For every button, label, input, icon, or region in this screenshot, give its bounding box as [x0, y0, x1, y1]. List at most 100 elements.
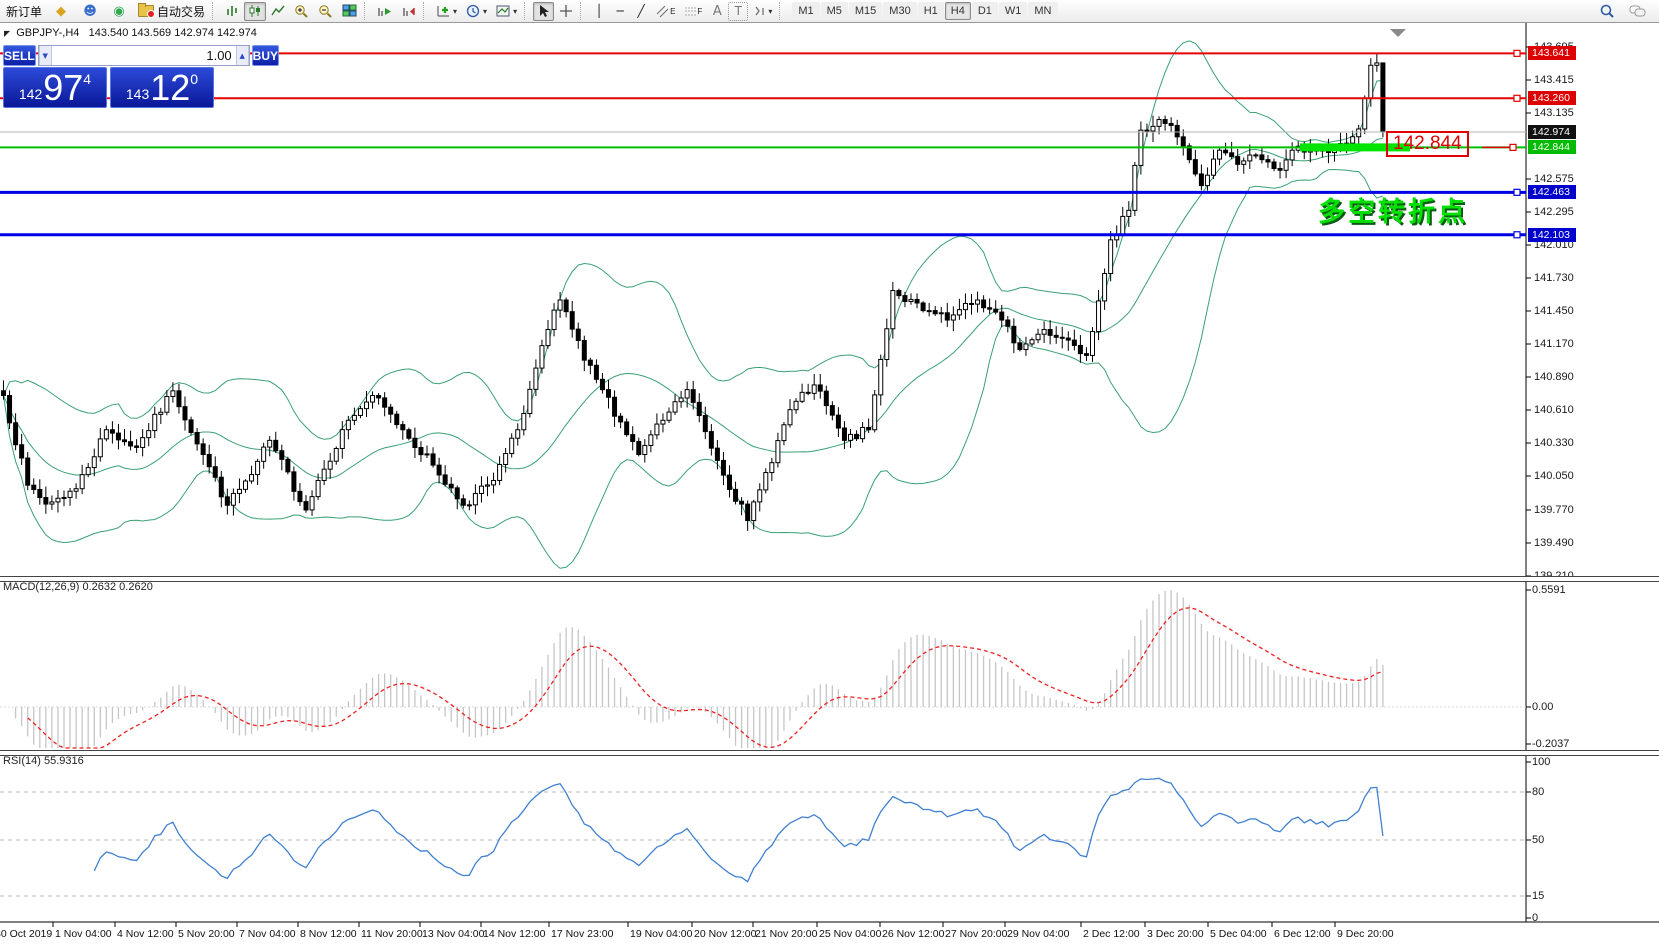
buy-price-button[interactable]: 143 12 0	[110, 67, 214, 108]
rsi-panel-divider[interactable]	[0, 750, 1659, 756]
text-tool-button[interactable]: A	[707, 2, 727, 21]
timeframe-m1-button[interactable]: M1	[792, 2, 820, 20]
terminal-icon[interactable]: ☻	[83, 3, 97, 19]
macd-values: 0.2632 0.2620	[82, 581, 153, 593]
rsi-name: RSI(14)	[3, 755, 41, 767]
timeframe-h4-button[interactable]: H4	[944, 2, 971, 20]
volume-decrease-button[interactable]: ▼	[38, 46, 52, 65]
time-axis-label: 25 Nov 04:00	[819, 928, 882, 940]
cursor-tool-button[interactable]	[533, 1, 555, 21]
macd-panel-divider[interactable]	[0, 576, 1659, 582]
buy-button[interactable]: BUY	[251, 45, 280, 66]
bar-chart-button[interactable]	[221, 2, 243, 21]
time-axis-label: 4 Nov 12:00	[117, 928, 174, 940]
sell-price-button[interactable]: 142 97 4	[3, 67, 107, 108]
price-tick-label: 141.450	[1534, 305, 1574, 317]
buy-price-digits: 12	[150, 67, 191, 108]
time-axis-label: 5 Nov 20:00	[178, 928, 235, 940]
trade-panel-top-row: SELL ▼ ▲ BUY	[3, 45, 280, 66]
rsi-tick-label: 0	[1532, 912, 1539, 924]
time-axis-label: 17 Nov 23:00	[551, 928, 614, 940]
main-chart-plot	[1, 40, 1386, 569]
macd-tick-label: -0.2037	[1532, 738, 1570, 750]
trendline-tool-button[interactable]: ╱	[631, 2, 651, 21]
time-axis-label: 30 Oct 2019	[0, 928, 53, 940]
sell-price-point: 4	[83, 71, 92, 87]
sell-price-digits: 97	[43, 67, 84, 108]
timeframe-m5-button[interactable]: M5	[820, 2, 848, 20]
price-tick-label: 140.610	[1534, 404, 1574, 416]
price-flag-label[interactable]: 142.844	[1386, 131, 1469, 157]
volume-input[interactable]	[51, 46, 236, 65]
autotrading-button[interactable]: 自动交易	[134, 2, 209, 21]
dropdown-arrow-icon: ▾	[513, 6, 518, 16]
horizontal-line-tool-button[interactable]: ─	[610, 2, 630, 21]
zoom-in-button[interactable]	[290, 2, 313, 21]
timeframe-mn-button[interactable]: MN	[1028, 2, 1058, 20]
candlestick-chart-button[interactable]	[244, 1, 267, 21]
turning-point-annotation[interactable]: 多空转折点	[1318, 197, 1468, 227]
macd-tick-label: 0.5591	[1532, 584, 1566, 596]
arrow-object	[1390, 29, 1406, 37]
periods-button[interactable]: ▾	[462, 2, 491, 21]
channel-tool-button[interactable]: E	[652, 2, 679, 21]
template-icon	[496, 5, 510, 17]
shapes-icon	[755, 6, 764, 15]
zoom-in-icon	[295, 4, 308, 18]
dropdown-arrow-icon: ▾	[768, 6, 773, 16]
rsi-tick-label: 15	[1532, 890, 1545, 902]
volume-increase-button[interactable]: ▲	[235, 46, 249, 65]
timeframe-m30-button[interactable]: M30	[883, 2, 917, 20]
timeframe-m15-button[interactable]: M15	[848, 2, 883, 20]
zoom-out-button[interactable]	[314, 2, 337, 21]
crosshair-tool-button[interactable]	[555, 2, 577, 21]
dropdown-arrow-icon: ▾	[483, 6, 488, 16]
symbol-info-line: ◤ GBPJPY-,H4 143.540 143.569 142.974 142…	[4, 27, 257, 39]
toolbar-right-group	[1595, 2, 1651, 21]
symbol-marker-icon: ◤	[4, 29, 11, 38]
chart-shift-icon	[403, 8, 415, 16]
toolbar-separator	[212, 2, 218, 20]
tile-windows-icon	[342, 4, 357, 17]
add-indicator-icon	[437, 6, 450, 17]
signals-icon[interactable]: ◉	[113, 3, 125, 19]
price-tick-label: 141.170	[1534, 338, 1574, 350]
time-axis-label: 27 Nov 20:00	[945, 928, 1008, 940]
auto-scroll-button[interactable]	[373, 2, 396, 21]
fibonacci-letter: F	[697, 6, 703, 16]
dropdown-arrow-icon: ▾	[453, 6, 458, 16]
shapes-tool-button[interactable]: ▾	[749, 2, 776, 21]
rsi-tick-label: 80	[1532, 786, 1545, 798]
time-axis-label: 26 Nov 12:00	[882, 928, 945, 940]
chat-button[interactable]	[1625, 2, 1651, 21]
fibonacci-tool-button[interactable]: F	[680, 2, 706, 21]
price-tick-label: 142.575	[1534, 173, 1574, 185]
price-axis-badge: 143.641	[1528, 46, 1576, 60]
line-chart-button[interactable]	[267, 2, 289, 21]
macd-name: MACD(12,26,9)	[3, 581, 80, 593]
timeframe-w1-button[interactable]: W1	[998, 2, 1028, 20]
label-tool-button[interactable]: T	[728, 1, 749, 21]
search-button[interactable]	[1595, 2, 1619, 21]
crosshair-icon	[560, 5, 573, 17]
rsi-plot	[93, 777, 1384, 883]
vertical-line-tool-button[interactable]: │	[589, 2, 609, 21]
one-click-trading-panel: SELL ▼ ▲ BUY 142 97 4 143 12 0	[3, 45, 280, 108]
macd-label: MACD(12,26,9) 0.2632 0.2620	[3, 581, 153, 593]
clock-icon	[466, 4, 480, 17]
toolbar-separator	[524, 2, 530, 20]
cursor-icon	[540, 5, 550, 17]
add-indicator-button[interactable]: ▾	[432, 2, 461, 21]
time-axis-label: 29 Nov 04:00	[1007, 928, 1070, 940]
new-order-button[interactable]: 新订单	[2, 2, 46, 21]
timeframe-d1-button[interactable]: D1	[971, 2, 998, 20]
gold-icon[interactable]: ◆	[56, 3, 67, 19]
sell-button[interactable]: SELL	[3, 45, 36, 66]
auto-scroll-icon	[378, 8, 392, 16]
timeframe-h1-button[interactable]: H1	[917, 2, 944, 20]
chart-shift-button[interactable]	[397, 2, 420, 21]
tile-windows-button[interactable]	[338, 2, 361, 21]
templates-button[interactable]: ▾	[492, 2, 521, 21]
macd-tick-label: 0.00	[1532, 701, 1554, 713]
price-tick-label: 140.890	[1534, 371, 1574, 383]
